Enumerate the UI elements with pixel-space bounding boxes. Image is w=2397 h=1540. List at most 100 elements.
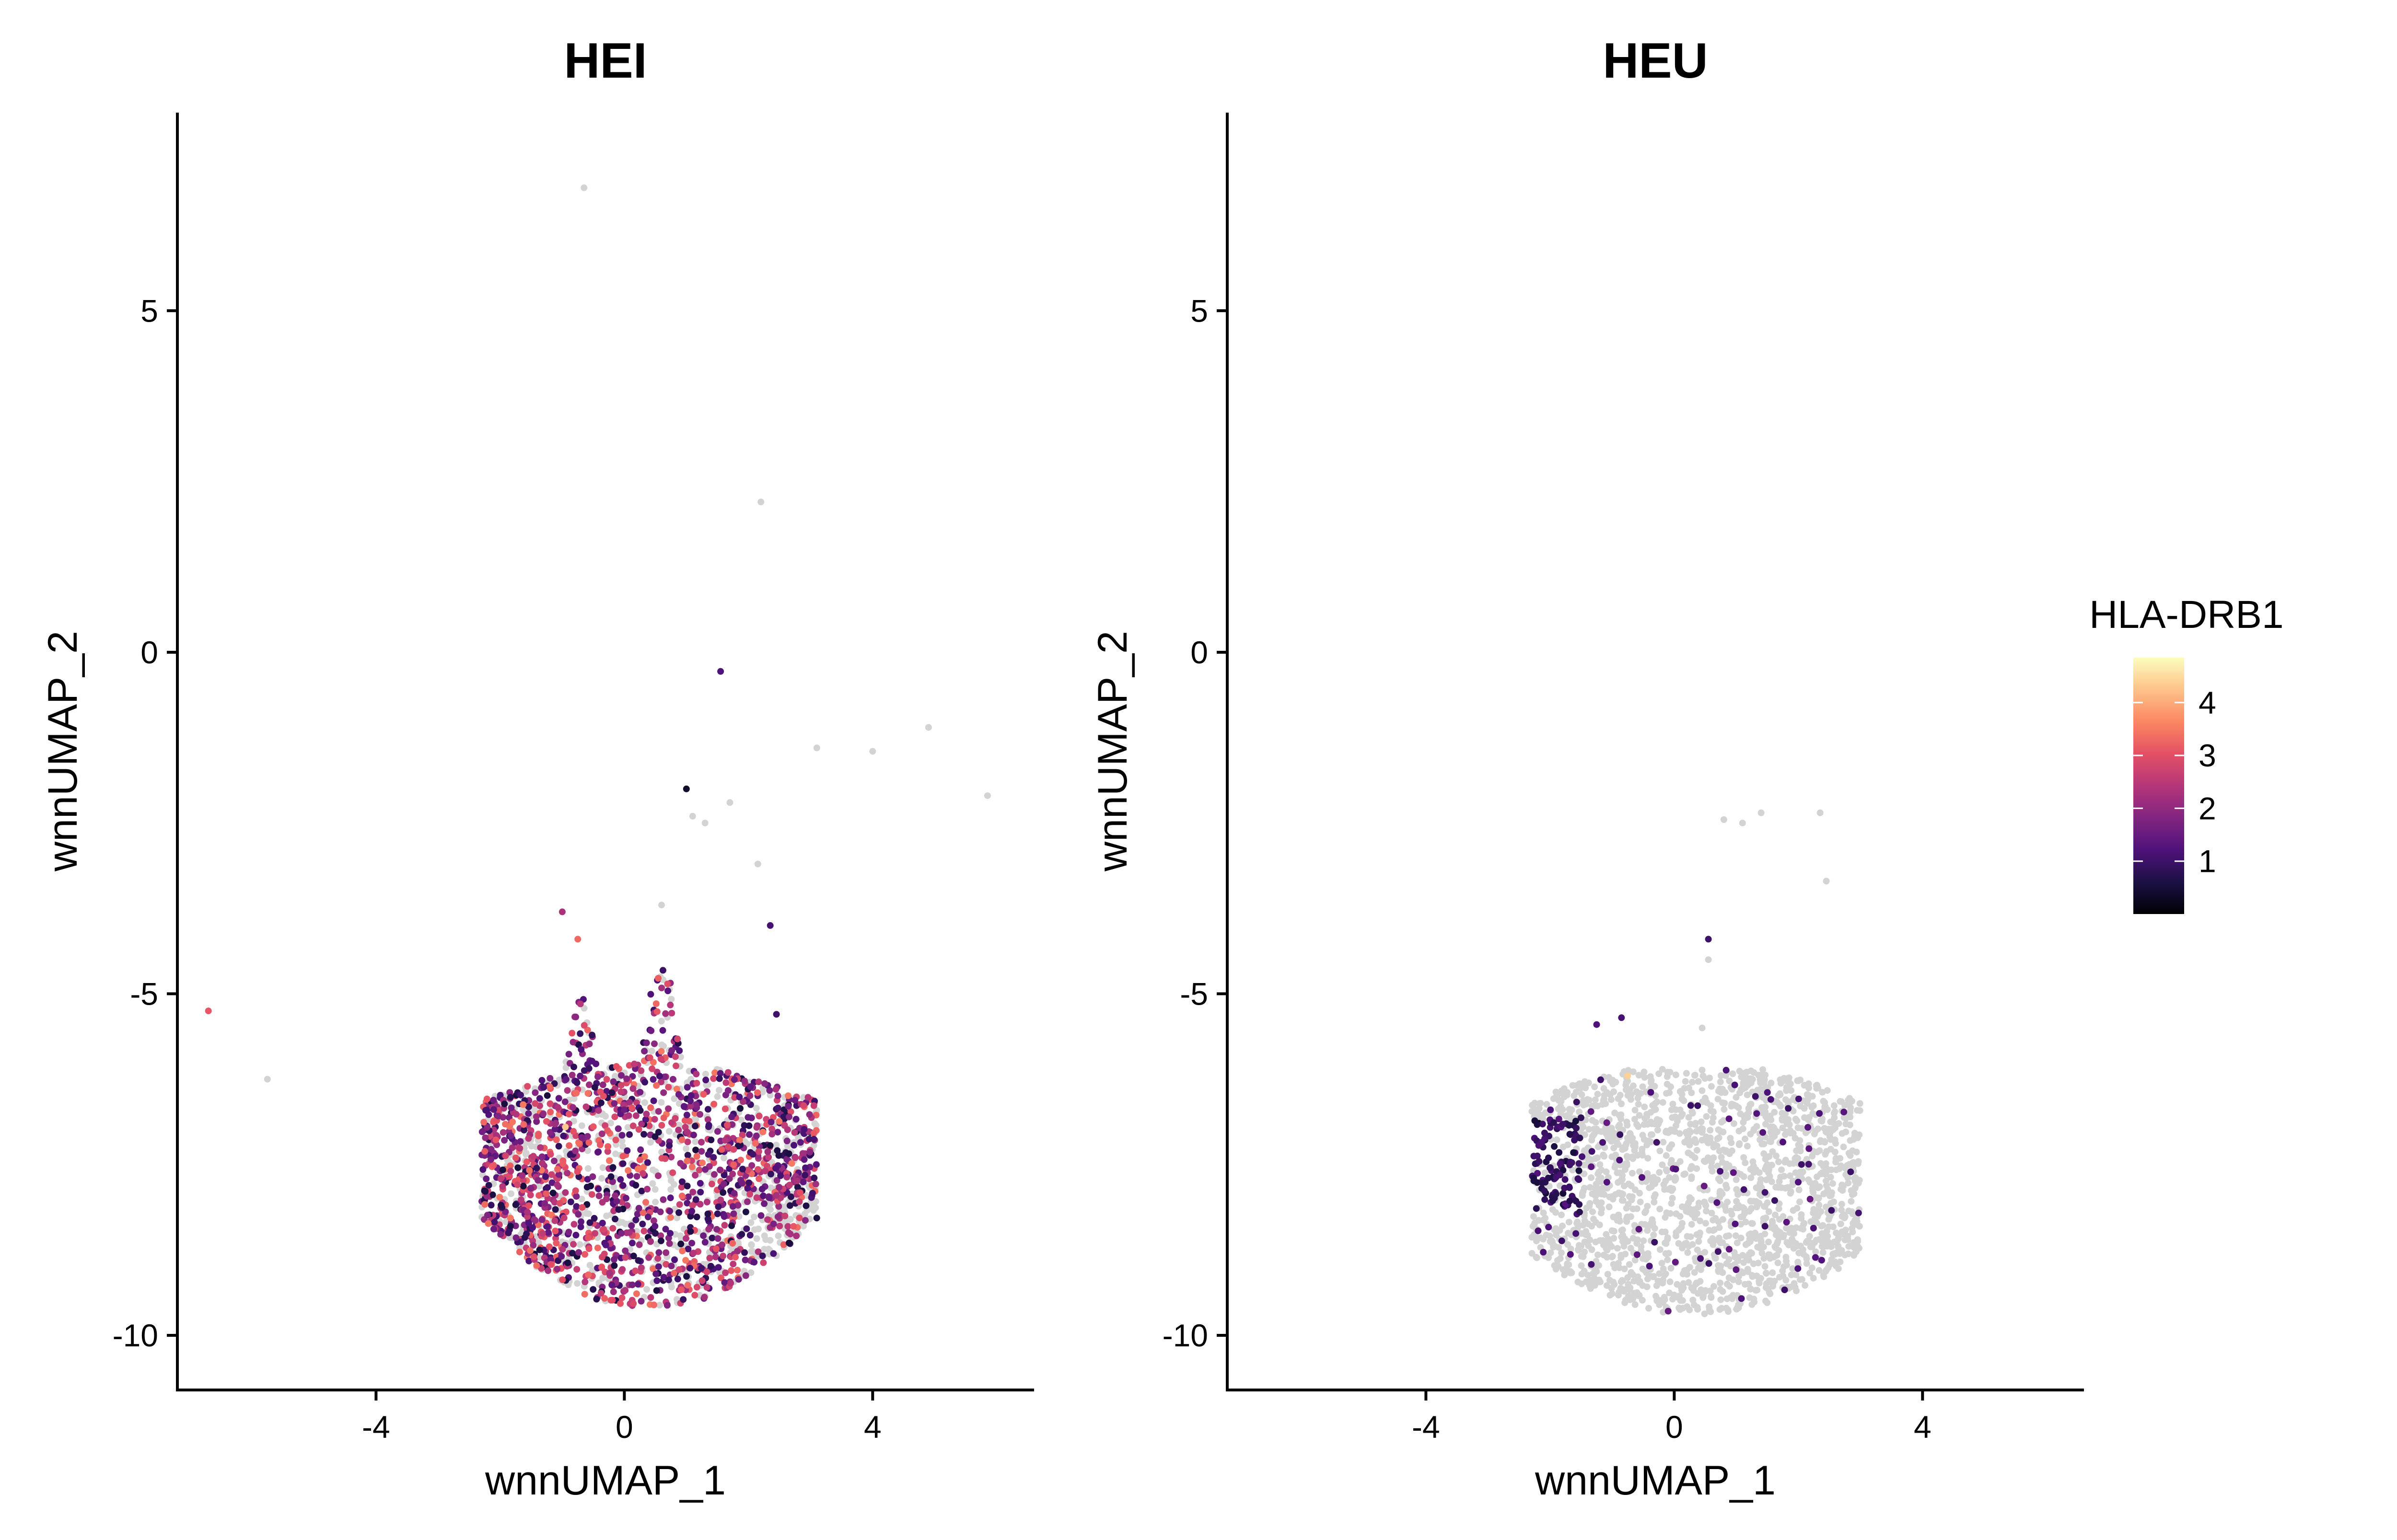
cell-point xyxy=(1552,1225,1559,1232)
cell-point xyxy=(678,1136,686,1144)
cell-point xyxy=(622,1254,629,1261)
cell-point xyxy=(1818,1118,1826,1125)
cell-point xyxy=(497,1175,504,1182)
cell-point xyxy=(786,1202,793,1209)
cell-point xyxy=(547,1261,554,1268)
cell-point xyxy=(719,1241,726,1249)
cell-point xyxy=(1740,1186,1747,1193)
cell-point xyxy=(1790,1239,1797,1246)
cell-point xyxy=(1662,1214,1669,1221)
cell-point xyxy=(692,1138,699,1146)
cell-point xyxy=(710,1075,717,1082)
cell-point xyxy=(721,1137,729,1144)
cell-point xyxy=(1695,1204,1702,1211)
cell-point xyxy=(1710,1144,1717,1151)
cell-point xyxy=(630,1252,637,1260)
cell-point xyxy=(734,1267,741,1274)
cell-point xyxy=(1606,1128,1612,1135)
cell-point xyxy=(1714,1162,1721,1169)
cell-point xyxy=(677,1240,685,1248)
cell-point xyxy=(543,1190,550,1197)
cell-point xyxy=(1658,1260,1665,1267)
cell-point xyxy=(709,1234,716,1241)
cell-point xyxy=(1708,1083,1715,1090)
cell-point xyxy=(1588,1148,1595,1155)
cell-point xyxy=(1699,1087,1706,1094)
cell-point xyxy=(593,1060,600,1067)
cell-point xyxy=(1546,1232,1553,1239)
cell-point xyxy=(1533,1253,1540,1261)
cell-point xyxy=(657,1055,664,1063)
cell-point xyxy=(791,1154,799,1161)
cell-point xyxy=(773,1192,780,1199)
cell-point xyxy=(595,1148,602,1156)
cell-point xyxy=(1698,1118,1705,1125)
cell-point xyxy=(1676,1227,1683,1234)
cell-point xyxy=(561,1098,569,1105)
cell-point xyxy=(539,1159,546,1167)
cell-point xyxy=(1740,1259,1747,1266)
cell-point xyxy=(565,1111,572,1118)
cell-point xyxy=(784,1142,791,1149)
cell-point xyxy=(776,1223,783,1229)
cell-point xyxy=(1585,1126,1593,1133)
cell-point xyxy=(1806,1195,1814,1203)
cell-point xyxy=(775,1232,782,1239)
cell-point xyxy=(582,1103,590,1111)
cell-point xyxy=(745,1122,753,1129)
cell-point xyxy=(610,1183,617,1191)
cell-point xyxy=(689,1189,697,1196)
cell-point xyxy=(791,1142,798,1149)
cell-point xyxy=(1741,1281,1748,1288)
cell-point xyxy=(521,1126,528,1134)
cell-point xyxy=(628,1104,635,1112)
cell-point xyxy=(530,1153,537,1160)
cell-point xyxy=(1708,1293,1715,1300)
cell-point xyxy=(1854,1243,1862,1250)
cell-point xyxy=(770,1220,777,1227)
cell-point xyxy=(569,1030,576,1037)
cell-point xyxy=(502,1121,509,1128)
cell-point xyxy=(702,1166,709,1173)
cell-point xyxy=(704,1210,711,1217)
cell-point xyxy=(490,1226,497,1233)
cell-point xyxy=(704,1116,711,1123)
cell-point xyxy=(1771,1133,1778,1140)
cell-point-outlier xyxy=(559,908,566,915)
cell-point xyxy=(1603,1240,1610,1248)
cell-point xyxy=(582,1278,589,1285)
cell-point xyxy=(1557,1160,1564,1168)
cell-point xyxy=(586,1041,593,1048)
cell-point xyxy=(1764,1299,1771,1306)
cell-point xyxy=(551,1199,558,1206)
cell-point xyxy=(1796,1198,1803,1205)
cell-point xyxy=(794,1183,801,1191)
cell-point xyxy=(630,1300,637,1307)
cell-point xyxy=(592,1230,598,1237)
cell-point xyxy=(657,1237,664,1244)
cell-point xyxy=(1745,1257,1753,1264)
cell-point xyxy=(532,1100,539,1107)
cell-point xyxy=(715,1264,722,1271)
cell-point xyxy=(669,1169,676,1176)
cell-point xyxy=(1660,1265,1667,1273)
cell-point xyxy=(721,1279,728,1286)
cell-point xyxy=(1616,1264,1623,1271)
cell-point xyxy=(581,1291,588,1298)
cell-point xyxy=(753,1235,760,1242)
cell-point xyxy=(743,1225,750,1232)
cell-point xyxy=(584,1147,591,1154)
cell-point xyxy=(660,1196,667,1203)
cell-point xyxy=(647,1139,654,1146)
cell-point xyxy=(586,1219,593,1226)
colorbar xyxy=(2133,658,2184,914)
cell-point xyxy=(1766,1153,1773,1160)
cell-point xyxy=(1540,1249,1547,1256)
cell-point xyxy=(1656,1205,1664,1213)
cell-point xyxy=(1756,1169,1763,1176)
cell-point xyxy=(1691,1072,1699,1078)
cell-point xyxy=(1547,1106,1554,1113)
cell-point xyxy=(1847,1152,1854,1159)
cell-point xyxy=(1619,1232,1627,1239)
cell-point xyxy=(481,1148,489,1155)
